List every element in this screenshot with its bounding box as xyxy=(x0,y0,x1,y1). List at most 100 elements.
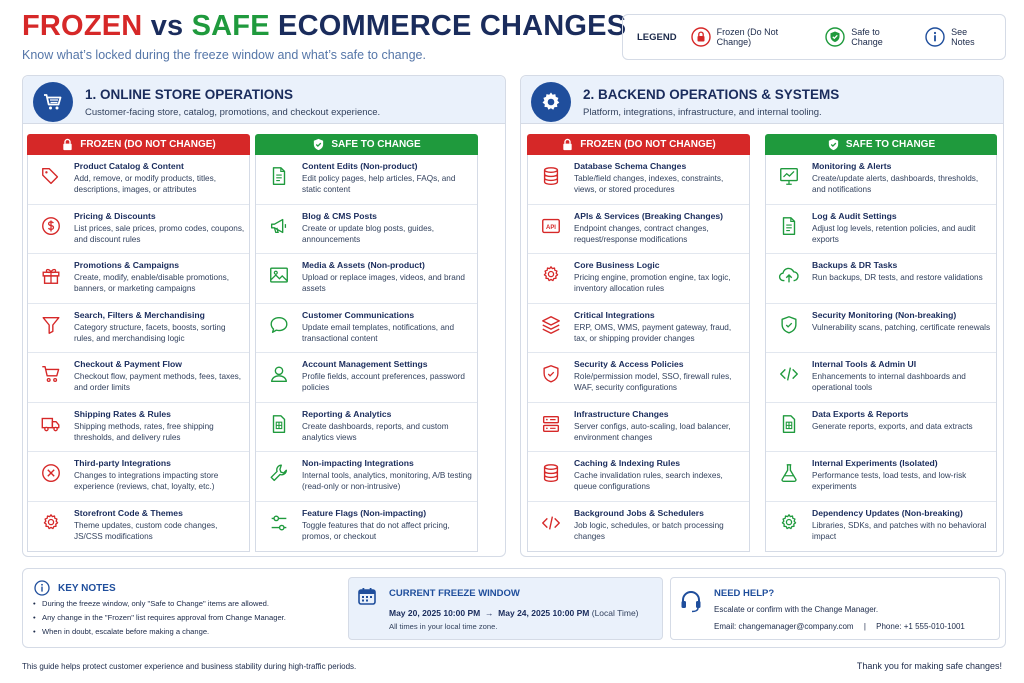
freeze-start: May 20, 2025 10:00 PM xyxy=(389,608,481,618)
list-item: Database Schema Changes Table/field chang… xyxy=(528,155,749,205)
help-email[interactable]: Email: changemanager@company.com xyxy=(714,622,854,631)
megaphone-icon xyxy=(256,211,302,254)
item-text: Security & Access Policies Role/permissio… xyxy=(574,359,749,402)
item-title: Security Monitoring (Non-breaking) xyxy=(812,309,957,320)
shield-check-icon xyxy=(825,27,845,47)
section-backend: 2. BACKEND OPERATIONS & SYSTEMS Platform… xyxy=(520,75,1004,557)
item-text: Data Exports & Reports Generate reports, … xyxy=(812,409,996,452)
item-description: Checkout flow, payment methods, fees, ta… xyxy=(74,372,242,393)
item-title: Log & Audit Settings xyxy=(812,210,897,221)
item-description: Libraries, SDKs, and patches with no beh… xyxy=(812,520,987,541)
list-item: Monitoring & Alerts Create/update alerts,… xyxy=(766,155,996,205)
list-item: Search, Filters & Merchandising Category … xyxy=(28,304,249,353)
list-item: Account Management Settings Profile field… xyxy=(256,353,477,403)
item-title: Account Management Settings xyxy=(302,359,428,369)
gear-icon xyxy=(28,508,74,552)
item-text: Database Schema Changes Table/field chang… xyxy=(574,161,749,204)
shopping-cart-icon xyxy=(33,82,73,122)
key-note: During the freeze window, only "Safe to … xyxy=(33,599,286,608)
key-note: When in doubt, escalate before making a … xyxy=(33,627,286,636)
item-description: Role/permission model, SSO, firewall rul… xyxy=(574,372,732,393)
safe-column: SAFE TO CHANGE Monitoring & Alerts Create… xyxy=(765,134,997,552)
item-title: Data Exports & Reports xyxy=(812,408,909,419)
item-description: Job logic, schedules, or batch processin… xyxy=(574,520,724,541)
list-item: API APIs & Services (Breaking Changes) End… xyxy=(528,205,749,254)
list-item: Critical Integrations ERP, OMS, WMS, paym… xyxy=(528,304,749,353)
info-icon xyxy=(925,27,945,47)
legend: LEGEND Frozen (Do Not Change) Safe to Ch… xyxy=(622,14,1006,60)
item-title: Content Edits (Non-product) xyxy=(302,161,418,171)
gift-icon xyxy=(28,260,74,303)
item-description: Table/field changes, indexes, constraint… xyxy=(574,174,724,195)
shield-check-icon xyxy=(766,310,812,353)
list-item: Caching & Indexing Rules Cache invalidati… xyxy=(528,452,749,502)
item-title: Reporting & Analytics xyxy=(302,408,392,419)
item-title: Product Catalog & Content xyxy=(74,161,184,171)
list-item: Product Catalog & Content Add, remove, or… xyxy=(28,155,249,205)
page-title: FROZEN vs SAFE ECOMMERCE CHANGES xyxy=(22,10,626,43)
help-phone[interactable]: Phone: +1 555-010-1001 xyxy=(876,622,965,631)
legend-notes-label: See Notes xyxy=(951,27,975,47)
list-item: Core Business Logic Pricing engine, promo… xyxy=(528,254,749,304)
list-item: Content Edits (Non-product) Edit policy p… xyxy=(256,155,477,205)
freeze-tz: (Local Time) xyxy=(591,608,639,618)
list-item: Checkout & Payment Flow Checkout flow, pa… xyxy=(28,353,249,403)
item-title: Blog & CMS Posts xyxy=(302,210,377,221)
section-header: 1. ONLINE STORE OPERATIONS Customer-faci… xyxy=(23,76,505,124)
item-title: Storefront Code & Themes xyxy=(74,507,183,518)
info-icon xyxy=(34,580,50,596)
item-title: Third-party Integrations xyxy=(74,458,171,468)
frozen-header: FROZEN (DO NOT CHANGE) xyxy=(527,134,750,155)
list-item: Third-party Integrations Changes to integ… xyxy=(28,452,249,502)
user-icon xyxy=(256,359,302,402)
item-description: Enhancements to internal dashboards and … xyxy=(812,372,966,393)
item-description: ERP, OMS, WMS, payment gateway, fraud, t… xyxy=(574,322,732,343)
cart-icon xyxy=(28,359,74,402)
freeze-end: May 24, 2025 10:00 PM xyxy=(498,608,590,618)
shield-check-icon xyxy=(314,138,324,151)
item-text: Media & Assets (Non-product) Upload or re… xyxy=(302,260,477,303)
item-description: Internal tools, analytics, monitoring, A… xyxy=(302,471,472,492)
monitor-chart-icon xyxy=(766,161,812,204)
item-text: Product Catalog & Content Add, remove, or… xyxy=(74,161,249,204)
server-icon xyxy=(528,409,574,452)
footer-note: This guide helps protect customer experi… xyxy=(22,662,357,671)
item-description: Generate reports, exports, and data extr… xyxy=(812,421,973,431)
section-online-store: 1. ONLINE STORE OPERATIONS Customer-faci… xyxy=(22,75,506,557)
list-item: Data Exports & Reports Generate reports, … xyxy=(766,403,996,452)
item-text: Search, Filters & Merchandising Category … xyxy=(74,310,249,353)
chat-icon xyxy=(256,310,302,353)
spreadsheet-icon xyxy=(766,409,812,452)
lock-icon xyxy=(63,138,72,151)
list-item: Non-impacting Integrations Internal tools… xyxy=(256,452,477,502)
item-text: Storefront Code & Themes Theme updates, c… xyxy=(74,508,249,552)
section-header: 2. BACKEND OPERATIONS & SYSTEMS Platform… xyxy=(521,76,1003,124)
item-description: Pricing engine, promotion engine, tax lo… xyxy=(574,273,731,294)
svg-text:API: API xyxy=(546,224,556,230)
item-title: Pricing & Discounts xyxy=(74,210,156,221)
legend-safe: Safe to Change xyxy=(825,27,911,47)
list-item: Backups & DR Tasks Run backups, DR tests,… xyxy=(766,254,996,304)
list-item: Customer Communications Update email temp… xyxy=(256,304,477,353)
item-description: Vulnerability scans, patching, certifica… xyxy=(812,322,991,332)
page-subtitle: Know what’s locked during the freeze win… xyxy=(22,48,426,62)
legend-safe-label: Safe to Change xyxy=(851,27,883,47)
truck-icon xyxy=(28,409,74,452)
section-description: Platform, integrations, infrastructure, … xyxy=(583,107,822,118)
item-description: Create/update alerts, dashboards, thresh… xyxy=(812,174,979,195)
item-title: Shipping Rates & Rules xyxy=(74,408,171,419)
safe-header: SAFE TO CHANGE xyxy=(255,134,478,155)
item-description: Update email templates, notifications, a… xyxy=(302,322,455,343)
item-description: Changes to integrations impacting store … xyxy=(74,471,219,492)
item-text: APIs & Services (Breaking Changes) Endpoi… xyxy=(574,211,749,254)
item-title: Database Schema Changes xyxy=(574,161,687,171)
list-item: Promotions & Campaigns Create, modify, en… xyxy=(28,254,249,304)
safe-header-label: SAFE TO CHANGE xyxy=(845,139,936,150)
safe-column: SAFE TO CHANGE Content Edits (Non-produc… xyxy=(255,134,478,552)
legend-frozen: Frozen (Do Not Change) xyxy=(690,27,812,47)
item-title: Checkout & Payment Flow xyxy=(74,359,182,369)
item-text: Backups & DR Tasks Run backups, DR tests,… xyxy=(812,260,996,303)
frozen-column: FROZEN (DO NOT CHANGE) Database Schema C… xyxy=(527,134,750,552)
item-title: Promotions & Campaigns xyxy=(74,260,180,270)
dollar-icon xyxy=(28,211,74,254)
